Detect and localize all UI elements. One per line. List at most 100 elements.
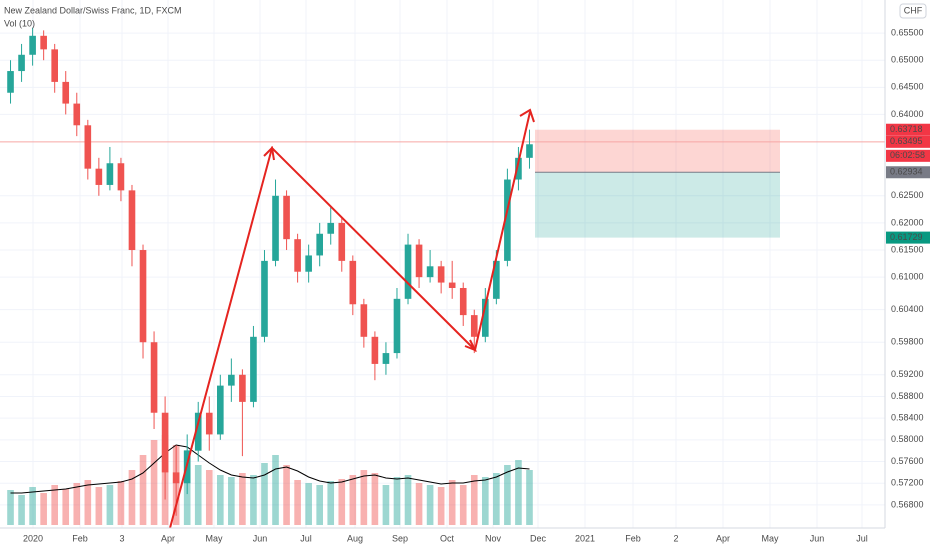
candle-body	[250, 336, 257, 402]
candle-body	[415, 244, 423, 278]
y-tick-label: 0.62000	[891, 217, 924, 227]
currency: CHF	[904, 5, 923, 15]
candle-body	[316, 233, 323, 256]
x-tick-label: Feb	[625, 533, 641, 543]
candle-body	[95, 168, 103, 185]
y-tick-label: 0.64000	[891, 109, 924, 119]
y-tick-label: 0.61500	[891, 244, 924, 254]
volume-bar	[194, 465, 202, 525]
candle-body	[172, 472, 180, 484]
candle-body	[261, 260, 268, 337]
volume-bar	[493, 473, 500, 525]
candle-body	[40, 35, 47, 50]
volume-bar	[106, 485, 114, 525]
stop-zone	[535, 129, 780, 173]
volume-bar	[95, 487, 103, 525]
volume-bar	[470, 475, 478, 525]
candle-body	[504, 179, 511, 261]
pattern-line	[169, 111, 531, 529]
price-badge	[886, 166, 930, 179]
x-tick-label: Aug	[347, 533, 363, 543]
price-badge	[886, 123, 930, 136]
countdown: 06:02:58	[890, 150, 925, 160]
price-badge	[886, 135, 930, 148]
chart-title: New Zealand Dollar/Swiss Franc, 1D, FXCM	[4, 5, 182, 15]
price-badge-label: 0.61729	[890, 232, 923, 242]
price-badge-label: 0.62934	[890, 167, 923, 177]
x-tick-label: 3	[119, 533, 124, 543]
volume-bar	[371, 473, 379, 525]
x-tick-label: 2021	[575, 533, 595, 543]
volume-bar	[426, 485, 434, 525]
volume-bar	[73, 483, 81, 525]
y-tick-label: 0.58800	[891, 391, 924, 401]
volume-ma	[10, 444, 530, 494]
candle-body	[106, 163, 114, 185]
candle-body	[18, 54, 25, 72]
volume-bar	[482, 477, 489, 525]
candle-body	[482, 298, 489, 337]
x-tick-label: Jul	[300, 533, 312, 543]
candle-body	[217, 385, 224, 435]
candle-body	[128, 190, 136, 251]
volume-bar	[7, 490, 14, 525]
candle-body	[239, 374, 246, 402]
x-tick-label: Feb	[72, 533, 88, 543]
candle-body	[360, 304, 368, 337]
volume-bar	[437, 487, 445, 525]
arrowhead	[519, 108, 535, 123]
candle-body	[161, 412, 169, 473]
candle-body	[470, 315, 478, 337]
y-tick-label: 0.65500	[891, 27, 924, 37]
volume-bar	[526, 470, 533, 525]
x-tick-label: Dec	[530, 533, 547, 543]
candle-body	[73, 103, 81, 126]
candle-body	[493, 260, 500, 299]
volume-bar	[62, 489, 70, 525]
volume-bar	[360, 470, 368, 525]
volume-bar	[305, 483, 312, 525]
volume-bar	[404, 475, 412, 525]
x-tick-label: Nov	[485, 533, 502, 543]
y-tick-label: 0.59800	[891, 337, 924, 347]
candle-body	[205, 412, 213, 435]
target-zone	[535, 172, 780, 238]
x-tick-label: Jul	[856, 533, 868, 543]
volume-bar	[393, 477, 401, 525]
y-tick-label: 0.56800	[891, 499, 924, 509]
countdown-badge	[886, 149, 930, 162]
y-tick-label: 0.59200	[891, 369, 924, 379]
y-tick-label: 0.57200	[891, 478, 924, 488]
volume-bar	[504, 465, 511, 525]
x-tick-label: Apr	[716, 533, 730, 543]
volume-bar	[239, 473, 246, 525]
volume-bar	[448, 480, 456, 525]
volume-bar	[128, 470, 136, 525]
y-tick-label: 0.58000	[891, 434, 924, 444]
candle-body	[283, 195, 290, 240]
candle-body	[117, 163, 125, 191]
currency-badge[interactable]	[899, 3, 927, 19]
x-tick-label: May	[205, 533, 223, 543]
candle-body	[194, 412, 202, 451]
volume-bar	[316, 485, 323, 525]
candle-body	[7, 71, 14, 93]
drawing-arrows	[169, 108, 535, 529]
arrowhead	[464, 339, 478, 352]
candle-body	[515, 157, 522, 180]
candle-body	[448, 282, 456, 288]
candle-body	[393, 298, 401, 354]
volume-bar	[18, 495, 25, 525]
x-tick-label: Jun	[253, 533, 268, 543]
price-badge	[886, 231, 930, 244]
price-badge-label: 0.63718	[890, 124, 923, 134]
volume-bar	[327, 481, 335, 525]
y-tick-label: 0.65000	[891, 55, 924, 65]
x-tick-label: 2	[673, 533, 678, 543]
x-tick-label: Sep	[392, 533, 408, 543]
candle-body	[51, 49, 58, 82]
volume-label: Vol (10)	[4, 18, 35, 28]
volume-bar	[272, 455, 279, 525]
volume-bar	[382, 485, 390, 525]
